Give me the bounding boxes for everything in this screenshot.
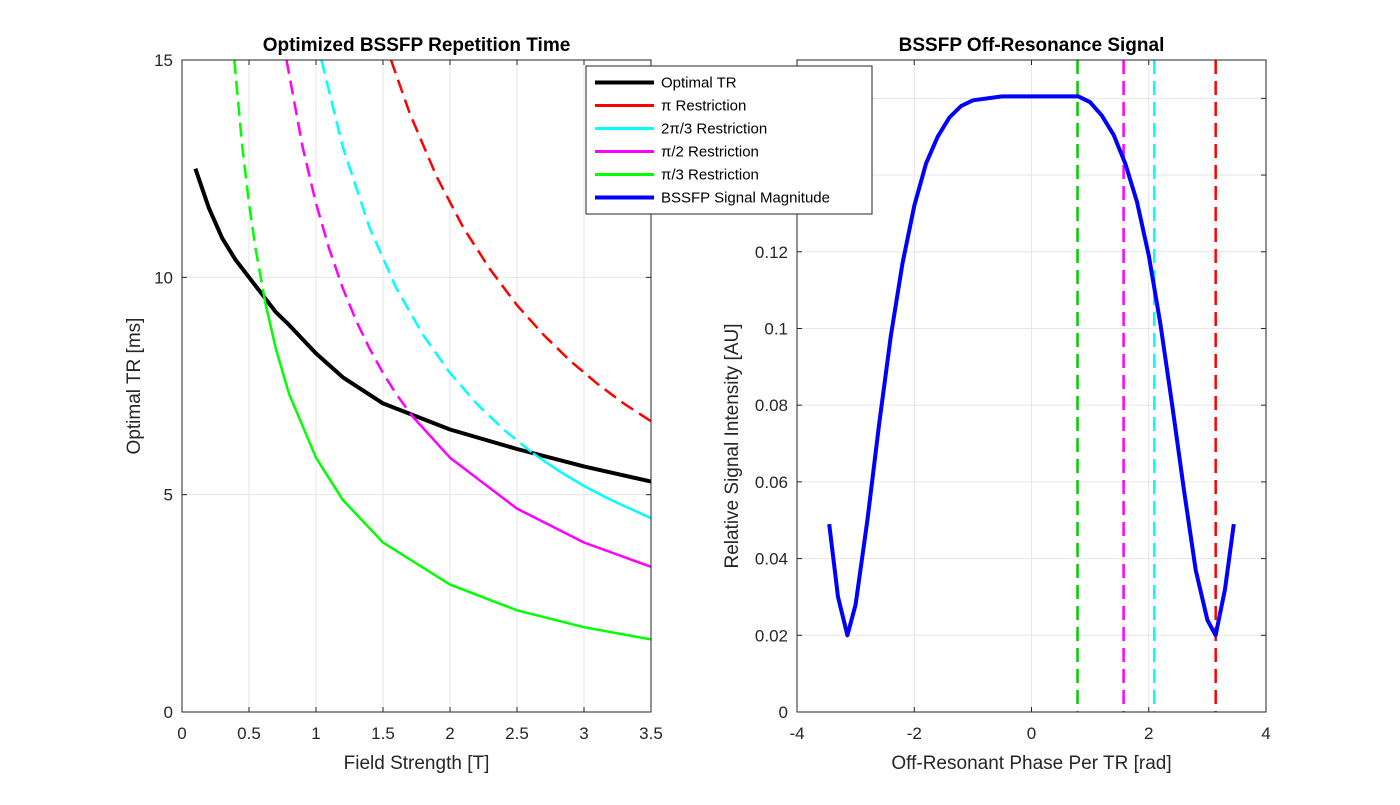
- series-pi-3-restriction-solid: [263, 301, 651, 641]
- left-x-tick-label: 0.5: [237, 724, 261, 743]
- left-y-tick-label: 5: [164, 486, 173, 505]
- left-series: [193, 60, 651, 641]
- left-y-tick-label: 0: [164, 703, 173, 722]
- legend: Optimal TR π Restriction 2π/3 Restriction π…: [585, 65, 873, 215]
- series-2pi-3-restriction-dashed: [320, 60, 534, 455]
- right-y-axis-label: Relative Signal Intensity [AU]: [722, 323, 743, 568]
- series-optimal-tr: [193, 168, 651, 484]
- left-chart: 0 0.5 1 1.5 2 2.5 3 3.5 0 5 10 15 Optimized BSSFP R…: [124, 35, 663, 774]
- series-pi-restriction: [389, 60, 651, 423]
- left-x-tick-label: 3.5: [639, 724, 663, 743]
- left-axes-frame: [181, 59, 652, 713]
- left-x-tick-label: 1.5: [371, 724, 395, 743]
- legend-label-pi-2-restriction: π/2 Restriction: [661, 144, 759, 161]
- legend-label-pi-restriction: π Restriction: [661, 98, 746, 115]
- right-y-tick-label: 0.08: [755, 396, 788, 415]
- left-x-tick-label: 2.5: [505, 724, 529, 743]
- right-x-tick-label: 2: [1144, 724, 1153, 743]
- left-ticks: 0 0.5 1 1.5 2 2.5 3 3.5 0 5 10 15: [154, 51, 663, 743]
- left-y-tick-label: 15: [154, 51, 173, 70]
- right-x-tick-label: -2: [907, 724, 922, 743]
- right-y-tick-label: 0.04: [755, 550, 788, 569]
- right-y-tick-label: 0.1: [764, 319, 788, 338]
- legend-label-pi-3-restriction: π/3 Restriction: [661, 167, 759, 184]
- right-ticks: -4 -2 0 2 4 0 0.02 0.04 0.06 0.08 0.1 0.12: [755, 60, 1271, 743]
- left-chart-title: Optimized BSSFP Repetition Time: [263, 35, 571, 56]
- series-2pi-3-restriction-solid: [532, 452, 651, 520]
- right-chart-title: BSSFP Off-Resonance Signal: [899, 35, 1165, 56]
- series-pi-2-restriction-solid: [411, 415, 651, 568]
- legend-box: [585, 65, 873, 215]
- right-x-axis-label: Off-Resonant Phase Per TR [rad]: [891, 753, 1171, 774]
- left-y-tick-label: 10: [154, 268, 173, 287]
- right-y-tick-label: 0: [779, 703, 788, 722]
- series-bssfp-signal-magnitude: [827, 94, 1236, 638]
- right-vlines: [1076, 60, 1217, 712]
- right-series: [827, 94, 1236, 638]
- left-x-tick-label: 2: [445, 724, 454, 743]
- left-x-tick-label: 3: [579, 724, 588, 743]
- right-x-tick-label: 4: [1261, 724, 1270, 743]
- right-y-tick-label: 0.02: [755, 626, 788, 645]
- left-x-axis-label: Field Strength [T]: [344, 753, 490, 774]
- right-chart: -4 -2 0 2 4 0 0.02 0.04 0.06 0.08 0.1 0.12 BSSFP Of…: [722, 35, 1271, 774]
- right-y-tick-label: 0.06: [755, 473, 788, 492]
- right-x-tick-label: -4: [789, 724, 804, 743]
- legend-items: Optimal TR π Restriction 2π/3 Restriction π…: [595, 75, 830, 207]
- legend-label-2pi-3-restriction: 2π/3 Restriction: [661, 121, 767, 138]
- series-pi-2-restriction-dashed: [285, 60, 414, 418]
- legend-label-bssfp-signal-magnitude: BSSFP Signal Magnitude: [661, 190, 830, 207]
- legend-label-optimal-tr: Optimal TR: [661, 75, 737, 92]
- left-y-axis-label: Optimal TR [ms]: [124, 318, 145, 455]
- left-x-tick-label: 0: [177, 724, 186, 743]
- right-y-tick-label: 0.12: [755, 243, 788, 262]
- left-x-tick-label: 1: [311, 724, 320, 743]
- left-grid: [181, 59, 652, 713]
- right-x-tick-label: 0: [1027, 724, 1036, 743]
